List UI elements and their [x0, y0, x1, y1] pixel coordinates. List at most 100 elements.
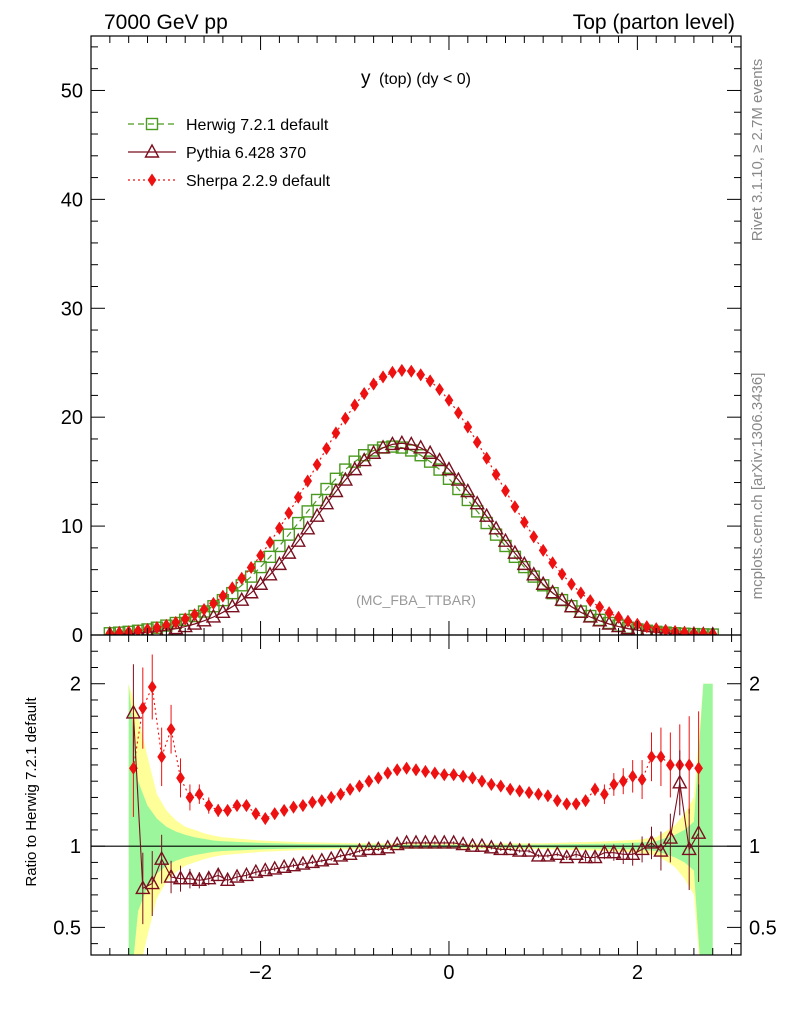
- sherpa-marker: [519, 515, 529, 529]
- sherpa-marker: [491, 467, 501, 482]
- ratio-pythia-marker: [314, 852, 330, 867]
- pythia-marker: [356, 452, 372, 467]
- sherpa-marker: [538, 543, 548, 557]
- ratio-pythia-marker: [643, 834, 660, 849]
- pythia-marker: [422, 444, 438, 459]
- sherpa-marker: [331, 426, 341, 440]
- header-left: 7000 GeV pp: [104, 11, 228, 34]
- ratio-sherpa-marker: [279, 803, 289, 817]
- sherpa-marker: [265, 535, 275, 549]
- ratio-pythia-marker: [125, 704, 142, 719]
- ratio-sherpa-marker: [656, 750, 666, 764]
- sherpa-marker: [501, 484, 510, 498]
- pythia-marker: [582, 608, 598, 623]
- herwig-marker: [452, 482, 465, 496]
- ratio-pythia-marker: [427, 834, 443, 849]
- main-y-tick-label: 40: [61, 189, 83, 211]
- pythia-marker: [478, 507, 495, 522]
- ratio-sherpa-marker: [176, 771, 185, 785]
- sherpa-marker: [435, 382, 444, 397]
- herwig-marker: [546, 586, 559, 600]
- header-right: Top (parton level): [573, 11, 735, 34]
- herwig-marker: [536, 579, 550, 592]
- ratio-plot-area: [91, 654, 741, 955]
- ratio-sherpa-marker: [242, 799, 251, 813]
- pythia-marker: [450, 471, 467, 486]
- legend-label-herwig: Herwig 7.2.1 default: [186, 117, 329, 134]
- sherpa-marker: [585, 594, 595, 608]
- ratio-y-tick-label: 1: [70, 836, 81, 858]
- pythia-marker: [535, 575, 551, 590]
- ratio-line-pythia: [132, 712, 700, 890]
- ratio-sherpa-marker: [637, 773, 647, 787]
- ratio-pythia-marker: [483, 839, 500, 854]
- ratio-series-sherpa: [129, 654, 703, 826]
- pythia-marker: [141, 623, 154, 635]
- main-y-tick-label: 20: [61, 407, 83, 429]
- sherpa-marker: [209, 596, 218, 610]
- sherpa-marker: [227, 581, 237, 595]
- sherpa-marker: [369, 377, 378, 391]
- ratio-pythia-marker: [672, 774, 688, 789]
- herwig-marker: [442, 472, 456, 485]
- ratio-pythia-marker: [285, 857, 302, 872]
- sherpa-marker: [388, 365, 397, 379]
- ratio-sherpa-marker: [289, 800, 298, 814]
- ratio-sherpa-marker: [373, 771, 383, 785]
- legend: Herwig 7.2.1 default Pythia 6.428 370 Sher…: [128, 117, 331, 190]
- ratio-sherpa-marker: [138, 701, 148, 715]
- main-y-tick-label: 0: [72, 625, 83, 647]
- main-y-tick-label: 50: [61, 80, 83, 102]
- ratio-pythia-marker: [361, 840, 377, 856]
- ratio-pythia-marker: [615, 845, 631, 860]
- ratio-sherpa-marker: [430, 766, 440, 780]
- pythia-marker: [630, 621, 645, 635]
- ratio-sherpa-marker: [308, 795, 317, 809]
- series-pythia-line: [109, 442, 713, 635]
- ratio-sherpa-marker: [204, 799, 214, 813]
- pythia-marker: [507, 544, 523, 559]
- ratio-pythia-marker: [493, 840, 509, 856]
- pythia-marker: [413, 439, 429, 454]
- sherpa-marker: [322, 441, 331, 456]
- main-y-axis: 0 10 20 30 40 50: [61, 46, 741, 647]
- pythia-marker: [460, 483, 476, 498]
- ratio-pythia-marker: [540, 847, 556, 862]
- pythia-marker: [592, 612, 608, 627]
- ratio-pythia-marker: [295, 855, 311, 870]
- herwig-marker: [273, 539, 286, 553]
- main-x-axis-ticks: [90, 36, 733, 635]
- ratio-sherpa-marker: [496, 779, 506, 793]
- ratio-pythia-marker: [577, 849, 594, 864]
- pythia-marker: [375, 439, 391, 454]
- series-sherpa: [105, 363, 718, 635]
- pythia-marker: [431, 452, 448, 467]
- ratio-pythia-marker: [380, 839, 396, 854]
- pythia-marker: [526, 566, 542, 581]
- ratio-sherpa-marker: [355, 779, 364, 793]
- ratio-sherpa-marker: [194, 787, 204, 801]
- ratio-sherpa-marker: [326, 790, 336, 804]
- main-title: y (top) (dy < 0): [361, 68, 471, 89]
- ratio-pythia-marker: [267, 860, 283, 875]
- sherpa-marker: [472, 435, 482, 449]
- sherpa-marker: [378, 370, 388, 384]
- ratio-sherpa-marker: [421, 764, 430, 778]
- ratio-pythia-marker: [370, 840, 386, 856]
- sherpa-marker: [680, 625, 689, 635]
- ratio-sherpa-marker: [402, 761, 411, 775]
- herwig-marker: [310, 493, 324, 507]
- herwig-marker: [292, 516, 305, 530]
- ratio-pythia-marker: [530, 847, 547, 862]
- ratio-pythia-marker: [417, 834, 434, 849]
- ratio-pythia-marker: [389, 836, 405, 851]
- series-herwig: [103, 440, 719, 635]
- pythia-marker: [384, 435, 401, 451]
- ratio-pythia-marker: [474, 837, 490, 852]
- pythia-marker: [394, 434, 410, 450]
- ratio-pythia-marker: [502, 840, 518, 856]
- ratio-sherpa-marker: [505, 782, 515, 796]
- ratio-sherpa-marker: [562, 797, 572, 811]
- legend-marker-herwig: [145, 117, 159, 131]
